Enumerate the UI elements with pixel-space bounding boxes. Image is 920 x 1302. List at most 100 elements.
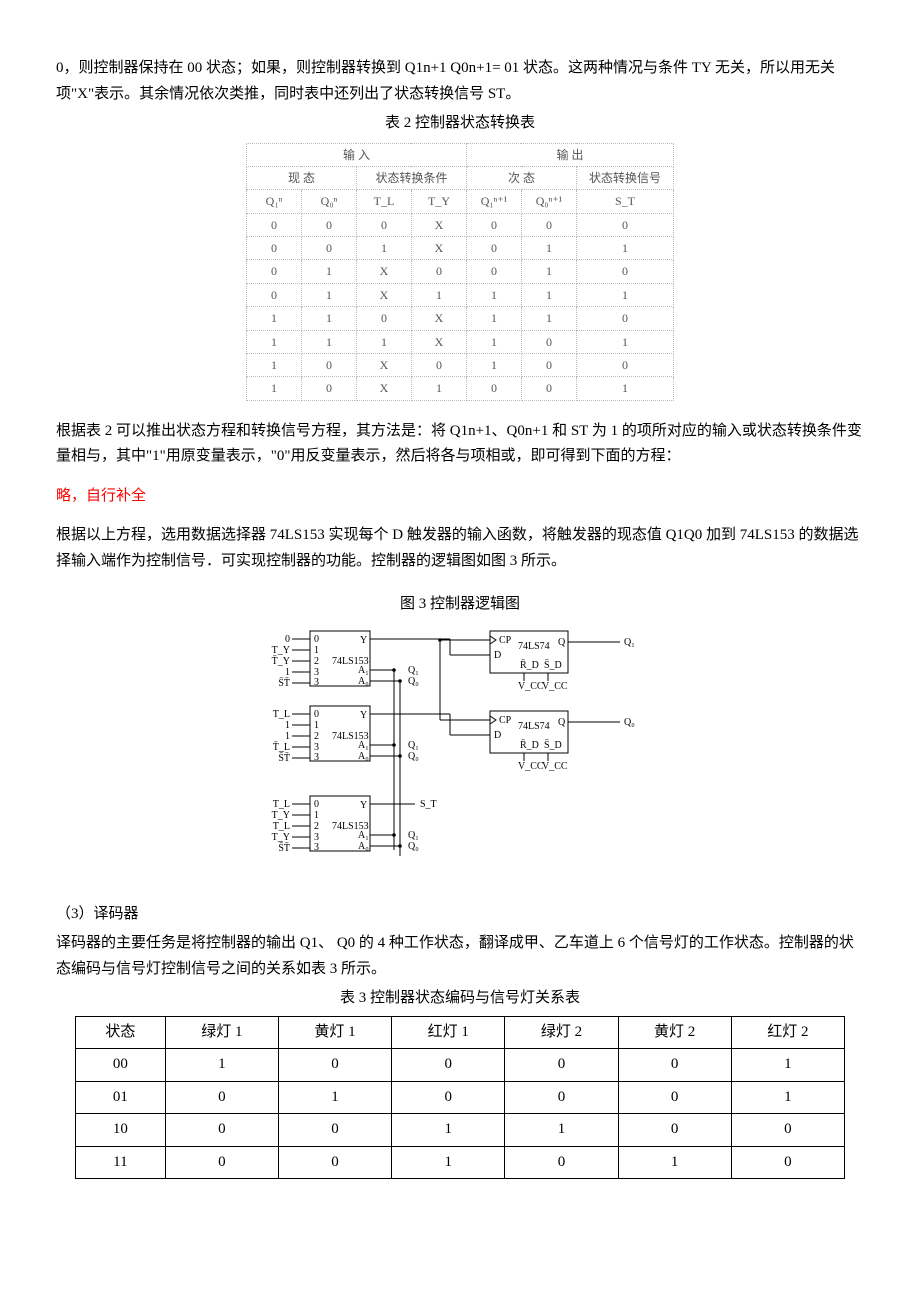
t3-col-header: 绿灯 2 bbox=[505, 1016, 618, 1049]
t2-cell: 1 bbox=[466, 283, 521, 306]
svg-text:T_L: T_L bbox=[273, 821, 290, 832]
t2-cell: 0 bbox=[521, 354, 576, 377]
t2-col-header: S_T bbox=[576, 190, 673, 213]
svg-text:A₁: A₁ bbox=[358, 830, 369, 841]
svg-text:Q₀: Q₀ bbox=[408, 841, 419, 852]
omitted-note: 略，自行补全 bbox=[56, 484, 864, 510]
t3-cell: 0 bbox=[165, 1081, 278, 1114]
t2-cell: 1 bbox=[466, 307, 521, 330]
svg-text:V_CC: V_CC bbox=[542, 761, 568, 772]
table2-state-transition: 输 入 输 出 现 态 状态转换条件 次 态 状态转换信号 Q₁ⁿQ₀ⁿT_LT… bbox=[246, 143, 674, 401]
t2-cell: 1 bbox=[246, 307, 301, 330]
t3-col-header: 黄灯 1 bbox=[278, 1016, 391, 1049]
svg-text:Y: Y bbox=[360, 710, 367, 721]
t2-cell: X bbox=[356, 377, 411, 400]
t3-cell: 10 bbox=[76, 1114, 166, 1147]
svg-text:V_CC: V_CC bbox=[518, 681, 544, 692]
t3-cell: 1 bbox=[278, 1081, 391, 1114]
t2-cell: 0 bbox=[301, 213, 356, 236]
t2-cell: 1 bbox=[356, 237, 411, 260]
table2-caption: 表 2 控制器状态转换表 bbox=[56, 111, 864, 137]
t3-cell: 1 bbox=[731, 1049, 844, 1082]
t2-cell: 1 bbox=[466, 354, 521, 377]
svg-text:Y: Y bbox=[360, 800, 367, 811]
t2-col-header: Q₀ⁿ⁺¹ bbox=[521, 190, 576, 213]
svg-text:D: D bbox=[494, 650, 501, 661]
t3-cell: 0 bbox=[392, 1081, 505, 1114]
fig3-caption: 图 3 控制器逻辑图 bbox=[56, 592, 864, 618]
t2-cell: 0 bbox=[521, 377, 576, 400]
t2-sub-cond: 状态转换条件 bbox=[356, 166, 466, 189]
t3-cell: 0 bbox=[618, 1114, 731, 1147]
svg-text:T_L: T_L bbox=[273, 799, 290, 810]
svg-text:Q₀: Q₀ bbox=[408, 676, 419, 687]
svg-text:A₀: A₀ bbox=[358, 676, 369, 687]
t2-cell: 0 bbox=[466, 213, 521, 236]
svg-text:Q₀: Q₀ bbox=[408, 751, 419, 762]
t2-cell: 0 bbox=[246, 213, 301, 236]
svg-text:A₁: A₁ bbox=[358, 740, 369, 751]
t3-cell: 0 bbox=[505, 1146, 618, 1179]
t3-cell: 11 bbox=[76, 1146, 166, 1179]
t3-cell: 0 bbox=[618, 1081, 731, 1114]
svg-text:3: 3 bbox=[314, 752, 319, 763]
svg-text:A₁: A₁ bbox=[358, 665, 369, 676]
decoder-paragraph: 译码器的主要任务是将控制器的输出 Q1、 Q0 的 4 种工作状态，翻译成甲、乙… bbox=[56, 931, 864, 982]
svg-text:V_CC: V_CC bbox=[518, 761, 544, 772]
t3-col-header: 绿灯 1 bbox=[165, 1016, 278, 1049]
svg-text:2: 2 bbox=[314, 731, 319, 742]
svg-text:R̄_D: R̄_D bbox=[520, 739, 539, 751]
svg-text:T_L: T_L bbox=[273, 709, 290, 720]
t3-cell: 0 bbox=[278, 1049, 391, 1082]
svg-text:0: 0 bbox=[285, 634, 290, 645]
t2-cell: X bbox=[411, 213, 466, 236]
t3-cell: 1 bbox=[165, 1049, 278, 1082]
table3-signal-encoding: 状态绿灯 1黄灯 1红灯 1绿灯 2黄灯 2红灯 2 0010000101010… bbox=[75, 1016, 845, 1180]
svg-text:T_Y: T_Y bbox=[272, 810, 290, 821]
svg-text:Q₁: Q₁ bbox=[408, 665, 419, 676]
svg-text:T_Y: T_Y bbox=[272, 832, 290, 843]
t2-col-header: Q₁ⁿ⁺¹ bbox=[466, 190, 521, 213]
t2-cell: 0 bbox=[521, 330, 576, 353]
t2-sub-sig: 状态转换信号 bbox=[576, 166, 673, 189]
t3-cell: 0 bbox=[165, 1146, 278, 1179]
t2-cell: 1 bbox=[576, 283, 673, 306]
t2-cell: X bbox=[356, 260, 411, 283]
t2-col-header: Q₀ⁿ bbox=[301, 190, 356, 213]
t2-cell: 1 bbox=[576, 237, 673, 260]
t3-col-header: 黄灯 2 bbox=[618, 1016, 731, 1049]
t3-cell: 0 bbox=[165, 1114, 278, 1147]
svg-text:3: 3 bbox=[314, 677, 319, 688]
t2-cell: 1 bbox=[356, 330, 411, 353]
t2-cell: 0 bbox=[301, 354, 356, 377]
svg-text:1: 1 bbox=[285, 720, 290, 731]
t3-col-header: 红灯 1 bbox=[392, 1016, 505, 1049]
svg-text:Y: Y bbox=[360, 635, 367, 646]
svg-text:T_Y: T_Y bbox=[272, 645, 290, 656]
svg-text:1: 1 bbox=[285, 667, 290, 678]
t2-cell: 0 bbox=[301, 237, 356, 260]
svg-text:S̄T̄: S̄T̄ bbox=[278, 677, 290, 689]
t2-cell: 1 bbox=[521, 307, 576, 330]
t2-group-input: 输 入 bbox=[246, 143, 466, 166]
t3-cell: 0 bbox=[505, 1049, 618, 1082]
t3-cell: 00 bbox=[76, 1049, 166, 1082]
t2-cell: 0 bbox=[466, 260, 521, 283]
t2-cell: 1 bbox=[246, 354, 301, 377]
t2-sub-state: 现 态 bbox=[246, 166, 356, 189]
svg-text:1: 1 bbox=[314, 645, 319, 656]
t2-cell: 1 bbox=[466, 330, 521, 353]
t2-cell: 0 bbox=[466, 237, 521, 260]
t2-col-header: Q₁ⁿ bbox=[246, 190, 301, 213]
t2-cell: 0 bbox=[576, 354, 673, 377]
t3-cell: 0 bbox=[278, 1114, 391, 1147]
t2-cell: 1 bbox=[301, 283, 356, 306]
t2-cell: 1 bbox=[301, 330, 356, 353]
t3-cell: 0 bbox=[505, 1081, 618, 1114]
svg-text:Q₀: Q₀ bbox=[624, 717, 635, 728]
t2-group-output: 输 出 bbox=[466, 143, 673, 166]
svg-text:T̄_L: T̄_L bbox=[273, 741, 290, 753]
t2-cell: 1 bbox=[521, 260, 576, 283]
t3-cell: 1 bbox=[731, 1081, 844, 1114]
svg-text:CP: CP bbox=[499, 715, 512, 726]
